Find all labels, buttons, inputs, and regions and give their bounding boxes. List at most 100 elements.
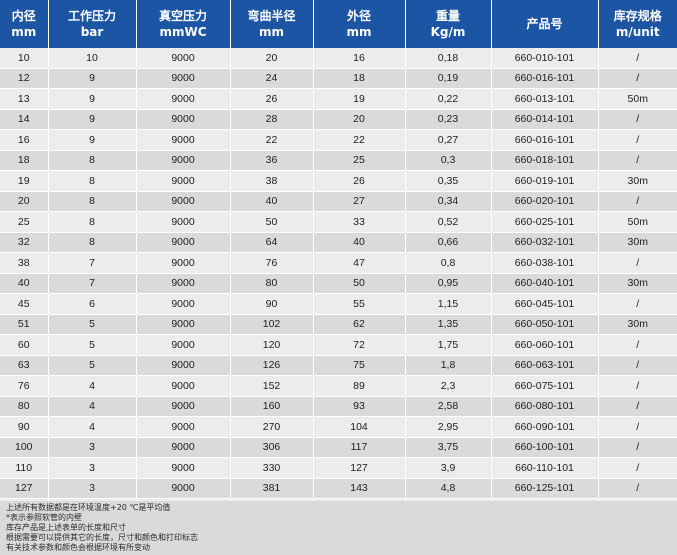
table-row[interactable]: 100 3 9000 306 117 3,75 660-100-101/ — [0, 437, 677, 458]
outer-diameter-cell: 104 — [313, 416, 406, 438]
table-row[interactable]: 14 9 9000 28 20 0,23 660-014-101/ — [0, 109, 677, 130]
product-number-cell: 660-060-101 — [491, 334, 599, 356]
table-row[interactable]: 25 8 9000 50 33 0,52 660-025-101 50m — [0, 211, 677, 233]
table-row[interactable]: 51 5 9000 102 62 1,35 660-050-101 30m — [0, 314, 677, 335]
vacuum-pressure-cell: 9000 — [136, 334, 231, 356]
footnotes: 上述所有数据都是在环境温度+20 ℃是平均值 *表示参照软管的内壁 库存产品是上… — [0, 501, 677, 555]
product-number-cell: 660-045-101 — [491, 293, 599, 315]
inner-diameter-cell: 100 — [0, 437, 49, 458]
inner-diameter-cell: 38 — [0, 252, 49, 274]
table-row[interactable]: 10 10 9000 20 16 0,18 660-010-101/ — [0, 48, 677, 69]
table-row[interactable]: 60 5 9000 120 72 1,75 660-060-101/ — [0, 334, 677, 356]
outer-diameter-cell: 26 — [313, 170, 406, 192]
product-number-cell: 660-100-101 — [491, 437, 599, 458]
inner-diameter-cell: 127 — [0, 478, 49, 499]
working-pressure-cell: 3 — [48, 457, 137, 479]
stock-spec-cell: / — [598, 68, 677, 89]
outer-diameter-cell: 25 — [313, 150, 406, 171]
weight-cell: 0,19 — [405, 68, 492, 89]
bend-radius-cell: 160 — [230, 396, 314, 417]
stock-spec-cell: / — [598, 191, 677, 212]
bend-radius-cell: 26 — [230, 88, 314, 110]
working-pressure-cell: 8 — [48, 232, 137, 253]
weight-cell: 0,35 — [405, 170, 492, 192]
bend-radius-cell: 24 — [230, 68, 314, 89]
inner-diameter-cell: 12 — [0, 68, 49, 89]
working-pressure-cell: 8 — [48, 150, 137, 171]
table-row[interactable]: 90 4 9000 270 104 2,95 660-090-101/ — [0, 416, 677, 438]
vacuum-pressure-cell: 9000 — [136, 416, 231, 438]
table-row[interactable]: 18 8 9000 36 25 0,3 660-018-101/ — [0, 150, 677, 171]
product-number-cell: 660-080-101 — [491, 396, 599, 417]
outer-diameter-cell: 19 — [313, 88, 406, 110]
vacuum-pressure-cell: 9000 — [136, 88, 231, 110]
bend-radius-cell: 152 — [230, 375, 314, 397]
working-pressure-cell: 8 — [48, 211, 137, 233]
vacuum-pressure-cell: 9000 — [136, 355, 231, 376]
table-row[interactable]: 13 9 9000 26 19 0,22 660-013-101 50m — [0, 88, 677, 110]
table-row[interactable]: 16 9 9000 22 22 0,27 660-016-101/ — [0, 129, 677, 151]
table-row[interactable]: 45 6 9000 90 55 1,15 660-045-101/ — [0, 293, 677, 315]
weight-cell: 2,58 — [405, 396, 492, 417]
table-body: 10 10 9000 20 16 0,18 660-010-101/12 9 9000 24 18 0… — [0, 48, 677, 520]
stock-spec-cell: / — [598, 457, 677, 479]
vacuum-pressure-cell: 9000 — [136, 211, 231, 233]
col-header-vacuum-pressure[interactable]: 真空压力 mmWC — [136, 0, 231, 48]
col-header-product-number[interactable]: 产品号 — [491, 0, 599, 48]
table-row[interactable]: 80 4 9000 160 93 2,58 660-080-101/ — [0, 396, 677, 417]
vacuum-pressure-cell: 9000 — [136, 396, 231, 417]
col-header-working-pressure[interactable]: 工作压力 bar — [48, 0, 137, 48]
vacuum-pressure-cell: 9000 — [136, 375, 231, 397]
weight-cell: 1,75 — [405, 334, 492, 356]
stock-spec-cell: 50m — [598, 211, 677, 233]
working-pressure-cell: 3 — [48, 478, 137, 499]
table-row[interactable]: 19 8 9000 38 26 0,35 660-019-101 30m — [0, 170, 677, 192]
bend-radius-cell: 38 — [230, 170, 314, 192]
working-pressure-cell: 9 — [48, 88, 137, 110]
table-row[interactable]: 76 4 9000 152 89 2,3 660-075-101/ — [0, 375, 677, 397]
inner-diameter-cell: 63 — [0, 355, 49, 376]
stock-spec-cell: 30m — [598, 232, 677, 253]
table-row[interactable]: 12 9 9000 24 18 0,19 660-016-101/ — [0, 68, 677, 89]
col-header-weight[interactable]: 重量 Kg/m — [405, 0, 492, 48]
footnote-line: 上述所有数据都是在环境温度+20 ℃是平均值 — [6, 503, 171, 512]
col-header-bend-radius[interactable]: 弯曲半径 mm — [230, 0, 314, 48]
table-row[interactable]: 20 8 9000 40 27 0,34 660-020-101/ — [0, 191, 677, 212]
product-number-cell: 660-090-101 — [491, 416, 599, 438]
table-row[interactable]: 110 3 9000 330 127 3,9 660-110-101/ — [0, 457, 677, 479]
table-row[interactable]: 127 3 9000 381 143 4,8 660-125-101/ — [0, 478, 677, 499]
vacuum-pressure-cell: 9000 — [136, 129, 231, 151]
product-number-cell: 660-020-101 — [491, 191, 599, 212]
table-row[interactable]: 32 8 9000 64 40 0,66 660-032-101 30m — [0, 232, 677, 253]
table-row[interactable]: 40 7 9000 80 50 0,95 660-040-101 30m — [0, 273, 677, 294]
working-pressure-cell: 8 — [48, 191, 137, 212]
weight-cell: 0,95 — [405, 273, 492, 294]
inner-diameter-cell: 45 — [0, 293, 49, 315]
stock-spec-cell: / — [598, 478, 677, 499]
outer-diameter-cell: 75 — [313, 355, 406, 376]
working-pressure-cell: 9 — [48, 129, 137, 151]
outer-diameter-cell: 117 — [313, 437, 406, 458]
col-header-outer-diameter[interactable]: 外径 mm — [313, 0, 406, 48]
weight-cell: 0,27 — [405, 129, 492, 151]
table-row[interactable]: 63 5 9000 126 75 1,8 660-063-101/ — [0, 355, 677, 376]
outer-diameter-cell: 55 — [313, 293, 406, 315]
bend-radius-cell: 306 — [230, 437, 314, 458]
stock-spec-cell: 30m — [598, 314, 677, 335]
inner-diameter-cell: 19 — [0, 170, 49, 192]
inner-diameter-cell: 110 — [0, 457, 49, 479]
col-header-inner-diameter[interactable]: 内径 mm — [0, 0, 49, 48]
product-number-cell: 660-125-101 — [491, 478, 599, 499]
col-header-stock-spec[interactable]: 库存规格 m/unit — [598, 0, 677, 48]
product-number-cell: 660-050-101 — [491, 314, 599, 335]
outer-diameter-cell: 93 — [313, 396, 406, 417]
header-row: 内径 mm 工作压力 bar 真空压力 mmWC 弯曲半径 mm 外径 mm 重量 Kg/m… — [0, 0, 677, 48]
weight-cell: 2,95 — [405, 416, 492, 438]
working-pressure-cell: 10 — [48, 48, 137, 69]
outer-diameter-cell: 143 — [313, 478, 406, 499]
stock-spec-cell: 50m — [598, 88, 677, 110]
table-row[interactable]: 38 7 9000 76 47 0,8 660-038-101/ — [0, 252, 677, 274]
stock-spec-cell: / — [598, 396, 677, 417]
outer-diameter-cell: 47 — [313, 252, 406, 274]
vacuum-pressure-cell: 9000 — [136, 150, 231, 171]
